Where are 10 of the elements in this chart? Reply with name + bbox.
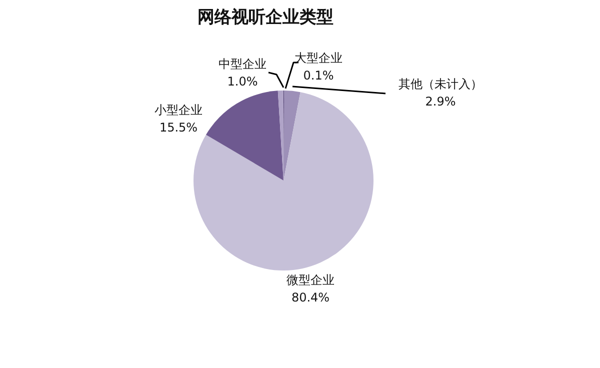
data-label: 80.4% (291, 290, 330, 304)
slice-label: 微型企业 (286, 272, 334, 287)
slice-label: 中型企业 (218, 56, 266, 71)
data-label: 0.1% (303, 68, 334, 82)
slice-label: 其他（未计入） (398, 76, 482, 91)
data-label: 2.9% (425, 94, 456, 108)
data-label: 15.5% (159, 120, 198, 134)
data-label: 1.0% (227, 74, 258, 88)
chart-title: 网络视听企业类型 (198, 8, 334, 28)
slice-label: 小型企业 (154, 102, 202, 117)
